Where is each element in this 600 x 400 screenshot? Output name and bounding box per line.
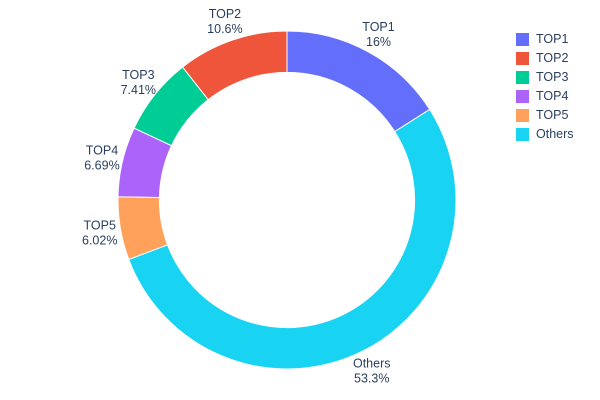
legend-label: TOP2 — [536, 51, 569, 65]
legend-swatch-others — [516, 128, 529, 141]
legend-swatch-top4 — [516, 90, 529, 103]
legend-label: TOP1 — [536, 32, 569, 46]
legend-label: Others — [536, 127, 574, 141]
legend-item-top4[interactable]: TOP4 — [516, 90, 574, 103]
legend: TOP1 TOP2 TOP3 TOP4 TOP5 Others — [516, 33, 574, 141]
pie-slice-top2[interactable] — [181, 30, 288, 101]
legend-swatch-top2 — [516, 52, 529, 65]
slice-label-others: Others 53.3% — [353, 357, 391, 386]
slice-label-top5: TOP5 6.02% — [82, 219, 117, 248]
legend-item-top3[interactable]: TOP3 — [516, 71, 574, 84]
slice-label-top1: TOP1 16% — [362, 20, 394, 49]
slice-label-top4: TOP4 6.69% — [84, 143, 119, 172]
legend-label: TOP3 — [536, 70, 569, 84]
legend-label: TOP5 — [536, 108, 569, 122]
legend-item-top1[interactable]: TOP1 — [516, 33, 574, 46]
legend-item-top2[interactable]: TOP2 — [516, 52, 574, 65]
legend-item-others[interactable]: Others — [516, 128, 574, 141]
pie-slice-others[interactable] — [128, 108, 457, 370]
legend-label: TOP4 — [536, 89, 569, 103]
legend-swatch-top3 — [516, 71, 529, 84]
pie-slice-top1[interactable] — [286, 30, 431, 133]
legend-swatch-top5 — [516, 109, 529, 122]
slice-label-top2: TOP2 10.6% — [207, 7, 242, 36]
legend-swatch-top1 — [516, 33, 529, 46]
legend-item-top5[interactable]: TOP5 — [516, 109, 574, 122]
slice-label-top3: TOP3 7.41% — [121, 68, 156, 97]
